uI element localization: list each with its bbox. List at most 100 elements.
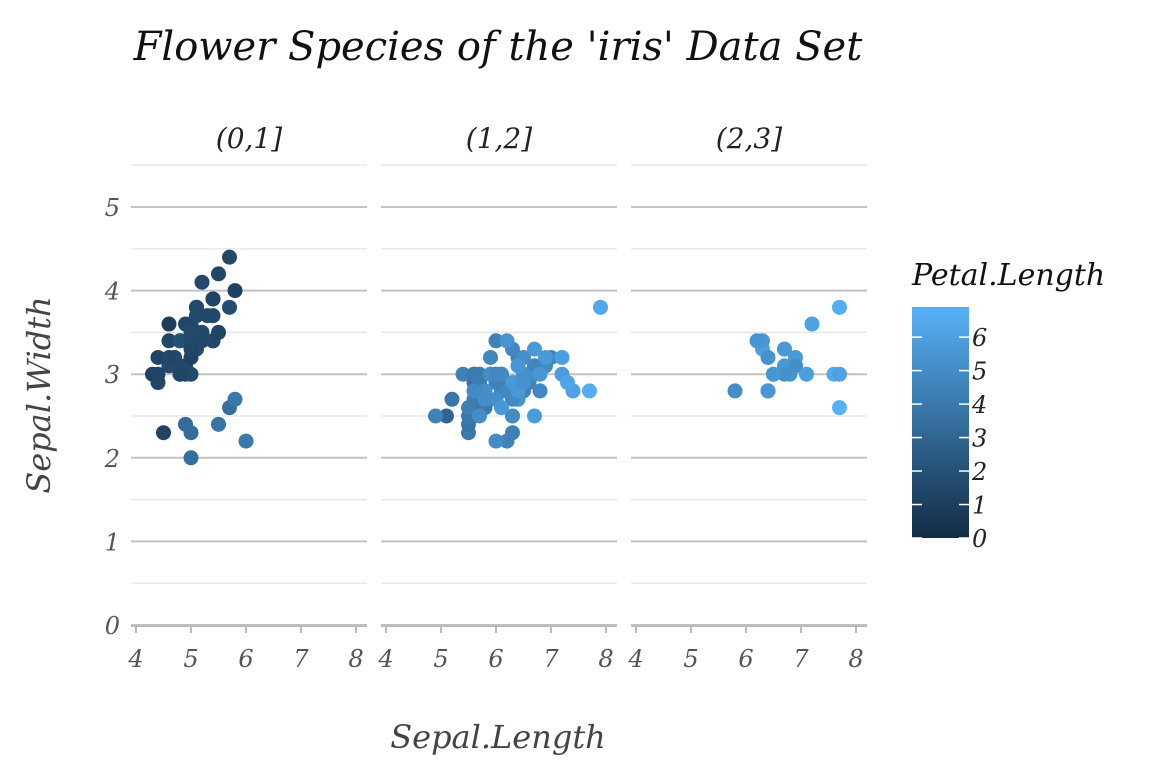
data-point [444, 391, 460, 407]
x-tick-label: 6 [488, 645, 503, 673]
data-point [150, 349, 166, 365]
legend-color-bar [912, 307, 969, 538]
y-tick-label: 5 [105, 194, 120, 222]
data-point [488, 433, 504, 449]
x-tick-label: 4 [627, 645, 643, 673]
facet-label: (2,3] [716, 122, 782, 155]
x-tick-label: 7 [793, 645, 809, 673]
data-point [777, 341, 792, 357]
data-point [804, 316, 820, 332]
data-point [156, 425, 171, 441]
legend-tick-label: 0 [972, 525, 987, 553]
data-point [832, 299, 847, 315]
data-point [505, 375, 520, 391]
legend-tick-label: 4 [971, 391, 987, 419]
facet-panel: 4 5 6 7 8 (1,2] [377, 122, 617, 673]
data-point [532, 366, 548, 382]
data-point [499, 333, 515, 349]
data-point [161, 349, 177, 365]
data-point [582, 383, 597, 399]
data-point [527, 408, 542, 424]
x-tick-label: 5 [433, 645, 448, 673]
data-point [593, 299, 608, 315]
data-point [183, 425, 199, 441]
data-point [560, 375, 575, 391]
x-tick-label: 6 [238, 645, 253, 673]
data-point [183, 341, 199, 357]
data-point [222, 299, 237, 315]
legend-tick-label: 2 [971, 458, 987, 486]
data-point [516, 375, 531, 391]
data-point [161, 333, 177, 349]
chart-title: Flower Species of the 'iris' Data Set [133, 24, 864, 70]
y-tick-label: 4 [104, 278, 120, 306]
data-point [749, 333, 765, 349]
data-point [483, 349, 498, 365]
data-point [488, 333, 504, 349]
data-point [777, 366, 792, 382]
data-point [799, 366, 814, 382]
data-point [510, 358, 526, 374]
legend-tick-label: 1 [972, 492, 987, 520]
x-tick-label: 8 [598, 645, 613, 673]
y-axis-label: Sepal.Width [20, 296, 58, 493]
data-point [455, 366, 471, 382]
data-point [227, 391, 243, 407]
x-tick-label: 6 [738, 645, 753, 673]
data-point [211, 416, 226, 432]
data-point [488, 366, 504, 382]
data-point [205, 291, 221, 307]
data-point [222, 249, 237, 265]
legend-ticks: 0 1 2 3 4 5 6 [912, 324, 987, 553]
data-point [766, 366, 781, 382]
data-point [727, 383, 743, 399]
data-point [194, 274, 210, 290]
data-point [505, 408, 520, 424]
x-tick-label: 4 [377, 645, 393, 673]
x-tick-label: 4 [127, 645, 143, 673]
facet-panel: 4 5 6 7 8 (2,3] [627, 122, 867, 673]
legend-tick-label: 5 [972, 358, 987, 386]
x-tick-label: 5 [183, 645, 198, 673]
y-tick-label: 0 [105, 612, 120, 640]
y-tick-label: 2 [104, 445, 120, 473]
data-point [150, 366, 166, 382]
data-point [532, 383, 548, 399]
x-tick-label: 7 [543, 645, 559, 673]
x-tick-label: 7 [293, 645, 309, 673]
facet-panel: 4 5 6 7 8 (0,1] [127, 122, 367, 673]
data-point [200, 308, 215, 324]
y-tick-label: 1 [105, 528, 120, 556]
data-point [189, 299, 204, 315]
data-point [428, 408, 443, 424]
facet-label: (1,2] [466, 122, 532, 155]
color-legend: Petal.Length 0 1 2 3 4 5 6 [911, 258, 1105, 553]
x-axis-label: Sepal.Length [390, 718, 606, 756]
data-point [538, 349, 553, 365]
legend-tick-label: 6 [972, 324, 987, 352]
x-tick-label: 8 [348, 645, 363, 673]
data-point [211, 266, 226, 282]
data-point [227, 283, 243, 299]
data-point [172, 333, 188, 349]
legend-title: Petal.Length [911, 258, 1105, 293]
data-point [554, 349, 570, 365]
data-point [788, 358, 803, 374]
x-tick-label: 5 [683, 645, 698, 673]
data-point [494, 400, 509, 416]
data-point [183, 450, 199, 466]
data-point [760, 349, 776, 365]
data-point [477, 391, 493, 407]
data-point [211, 324, 226, 340]
data-point [832, 400, 847, 416]
facet-label: (0,1] [216, 122, 282, 155]
y-tick-label: 3 [105, 361, 120, 389]
data-point [760, 383, 776, 399]
x-tick-label: 8 [848, 645, 863, 673]
data-point [472, 408, 487, 424]
data-point [172, 366, 188, 382]
data-point [832, 366, 847, 382]
legend-tick-label: 3 [972, 425, 987, 453]
data-point [161, 316, 177, 332]
